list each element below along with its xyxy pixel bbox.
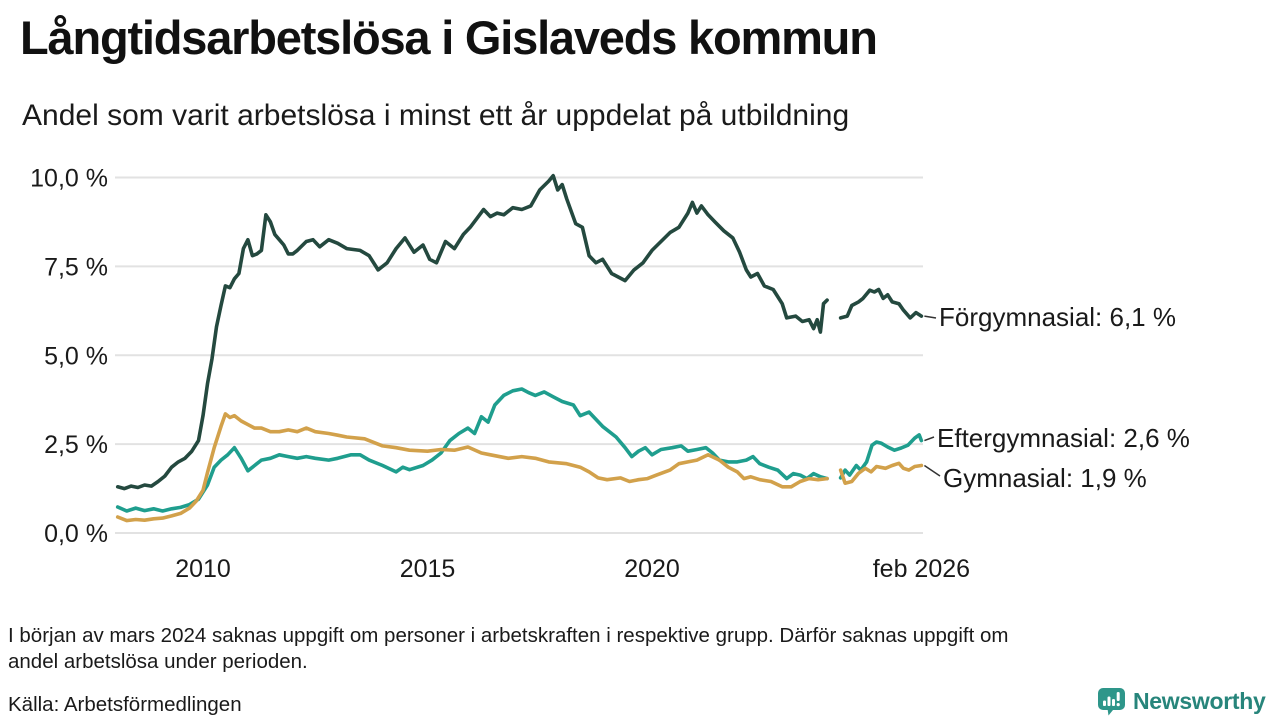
source-label: Källa: Arbetsförmedlingen: [8, 693, 242, 716]
series-annotation-forgymnasial: Förgymnasial: 6,1 %: [939, 302, 1176, 332]
series-line-forgymnasial: [838, 287, 924, 320]
y-axis-tick-label: 5,0 %: [44, 342, 108, 370]
series-line-eftergymnasial: [838, 433, 924, 480]
newsworthy-logo: Newsworthy: [1097, 687, 1266, 716]
series-annotation-gymnasial: Gymnasial: 1,9 %: [943, 463, 1147, 493]
series-annotation-eftergymnasial: Eftergymnasial: 2,6 %: [937, 423, 1190, 453]
line-chart-canvas: 10,0 % 7,5 % 5,0 % 2,5 % 0,0 % 2010 2015 2020 fe…: [30, 165, 970, 584]
y-axis-tick-label: 2,5 %: [44, 431, 108, 459]
annotation-connector-forgymnasial: [924, 315, 937, 319]
y-axis-tick-label: 7,5 %: [44, 253, 108, 281]
chart-subtitle: Andel som varit arbetslösa i minst ett å…: [22, 99, 850, 132]
series-line-forgymnasial: [115, 173, 829, 491]
page-title: Långtidsarbetslösa i Gislaveds kommun: [20, 11, 878, 64]
newsworthy-logo-text: Newsworthy: [1133, 688, 1266, 714]
bar-chart-speech-bubble-icon: [1098, 688, 1125, 716]
y-axis-tick-label: 0,0 %: [44, 520, 108, 548]
series-line-gymnasial: [838, 461, 924, 486]
x-axis-tick-label: 2020: [624, 555, 680, 583]
x-axis-tick-label: 2015: [400, 555, 456, 583]
x-axis-tick-label: feb 2026: [873, 555, 970, 583]
annotation-connector-eftergymnasial: [924, 436, 935, 442]
annotation-connector-gymnasial: [923, 464, 941, 477]
y-axis-tick-label: 10,0 %: [30, 165, 108, 193]
x-axis-tick-label: 2010: [175, 555, 231, 583]
footnote-line-2: andel arbetslösa under perioden.: [8, 649, 308, 673]
chart-footnote: I början av mars 2024 saknas uppgift om …: [8, 623, 1258, 674]
series-line-gymnasial: [115, 412, 829, 523]
footnote-line-1: I början av mars 2024 saknas uppgift om …: [8, 624, 1009, 647]
